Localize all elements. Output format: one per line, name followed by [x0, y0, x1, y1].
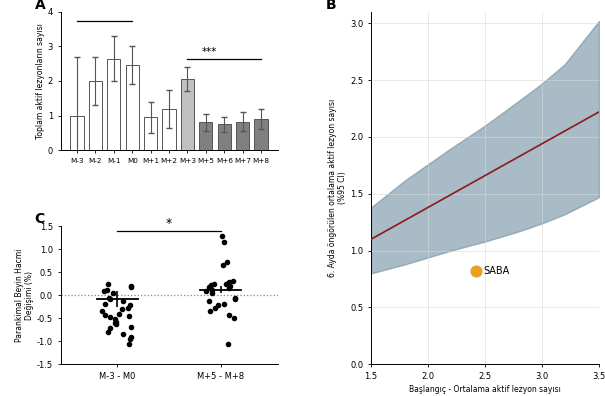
- Y-axis label: Toplam aktif lezyonların sayısı: Toplam aktif lezyonların sayısı: [36, 23, 45, 139]
- Point: [223, 341, 233, 347]
- Point: [225, 283, 235, 289]
- Bar: [199, 122, 212, 150]
- Point: [201, 287, 211, 294]
- Point: [224, 285, 234, 291]
- Point: [208, 290, 217, 296]
- Point: [100, 311, 110, 318]
- Point: [126, 283, 136, 289]
- Point: [223, 259, 232, 265]
- Point: [123, 305, 133, 311]
- Y-axis label: Parankimal Beyin Hacmi
Değişimi (%): Parankimal Beyin Hacmi Değişimi (%): [15, 249, 34, 342]
- Point: [117, 306, 127, 312]
- Point: [204, 284, 214, 290]
- Point: [103, 329, 113, 335]
- Point: [105, 296, 114, 302]
- Point: [110, 320, 119, 326]
- Point: [110, 316, 120, 322]
- Point: [219, 300, 229, 307]
- Point: [206, 308, 215, 314]
- Point: [230, 294, 240, 301]
- Point: [105, 325, 115, 331]
- Point: [104, 294, 114, 301]
- Point: [99, 287, 109, 294]
- Point: [204, 297, 214, 304]
- Point: [118, 331, 128, 337]
- Bar: [144, 117, 157, 150]
- Bar: [218, 124, 231, 150]
- Point: [103, 287, 113, 293]
- Point: [229, 278, 238, 285]
- Text: *: *: [166, 217, 172, 230]
- Bar: [236, 122, 249, 150]
- Bar: [181, 79, 194, 150]
- Point: [126, 284, 136, 290]
- Point: [207, 282, 217, 288]
- Point: [224, 279, 234, 286]
- Point: [224, 311, 234, 318]
- Bar: [255, 119, 267, 150]
- Point: [221, 280, 231, 287]
- Point: [118, 297, 128, 304]
- Point: [126, 336, 136, 342]
- Point: [230, 296, 240, 302]
- Point: [211, 305, 220, 311]
- Text: ***: ***: [202, 47, 217, 57]
- Text: B: B: [325, 0, 336, 12]
- Point: [114, 310, 123, 317]
- Text: SABA: SABA: [484, 266, 510, 276]
- Point: [126, 324, 136, 330]
- Point: [229, 315, 238, 322]
- Point: [209, 280, 219, 287]
- X-axis label: Başlangıç - Ortalama aktif lezyon sayısı
(%95 CI): Başlangıç - Ortalama aktif lezyon sayısı…: [409, 385, 561, 396]
- Point: [111, 319, 121, 325]
- Point: [124, 313, 134, 319]
- Bar: [70, 116, 83, 150]
- Point: [217, 233, 227, 240]
- Bar: [126, 65, 139, 150]
- Point: [100, 300, 110, 307]
- Point: [218, 262, 227, 268]
- Point: [97, 308, 106, 314]
- Point: [124, 341, 134, 347]
- Point: [103, 280, 113, 287]
- Point: [219, 239, 229, 246]
- Point: [126, 333, 136, 340]
- Point: [125, 302, 134, 308]
- Text: C: C: [34, 212, 45, 226]
- Point: [111, 321, 121, 327]
- Point: [214, 302, 223, 308]
- Point: [207, 287, 217, 293]
- Point: [105, 314, 115, 320]
- Point: [471, 268, 481, 274]
- Text: A: A: [34, 0, 45, 12]
- Bar: [162, 109, 175, 150]
- Point: [108, 290, 117, 296]
- Bar: [89, 81, 102, 150]
- Bar: [107, 59, 120, 150]
- Y-axis label: 6. Ayda öngörülen ortalama aktif lezyon sayısı
(%95 CI): 6. Ayda öngörülen ortalama aktif lezyon …: [328, 99, 347, 277]
